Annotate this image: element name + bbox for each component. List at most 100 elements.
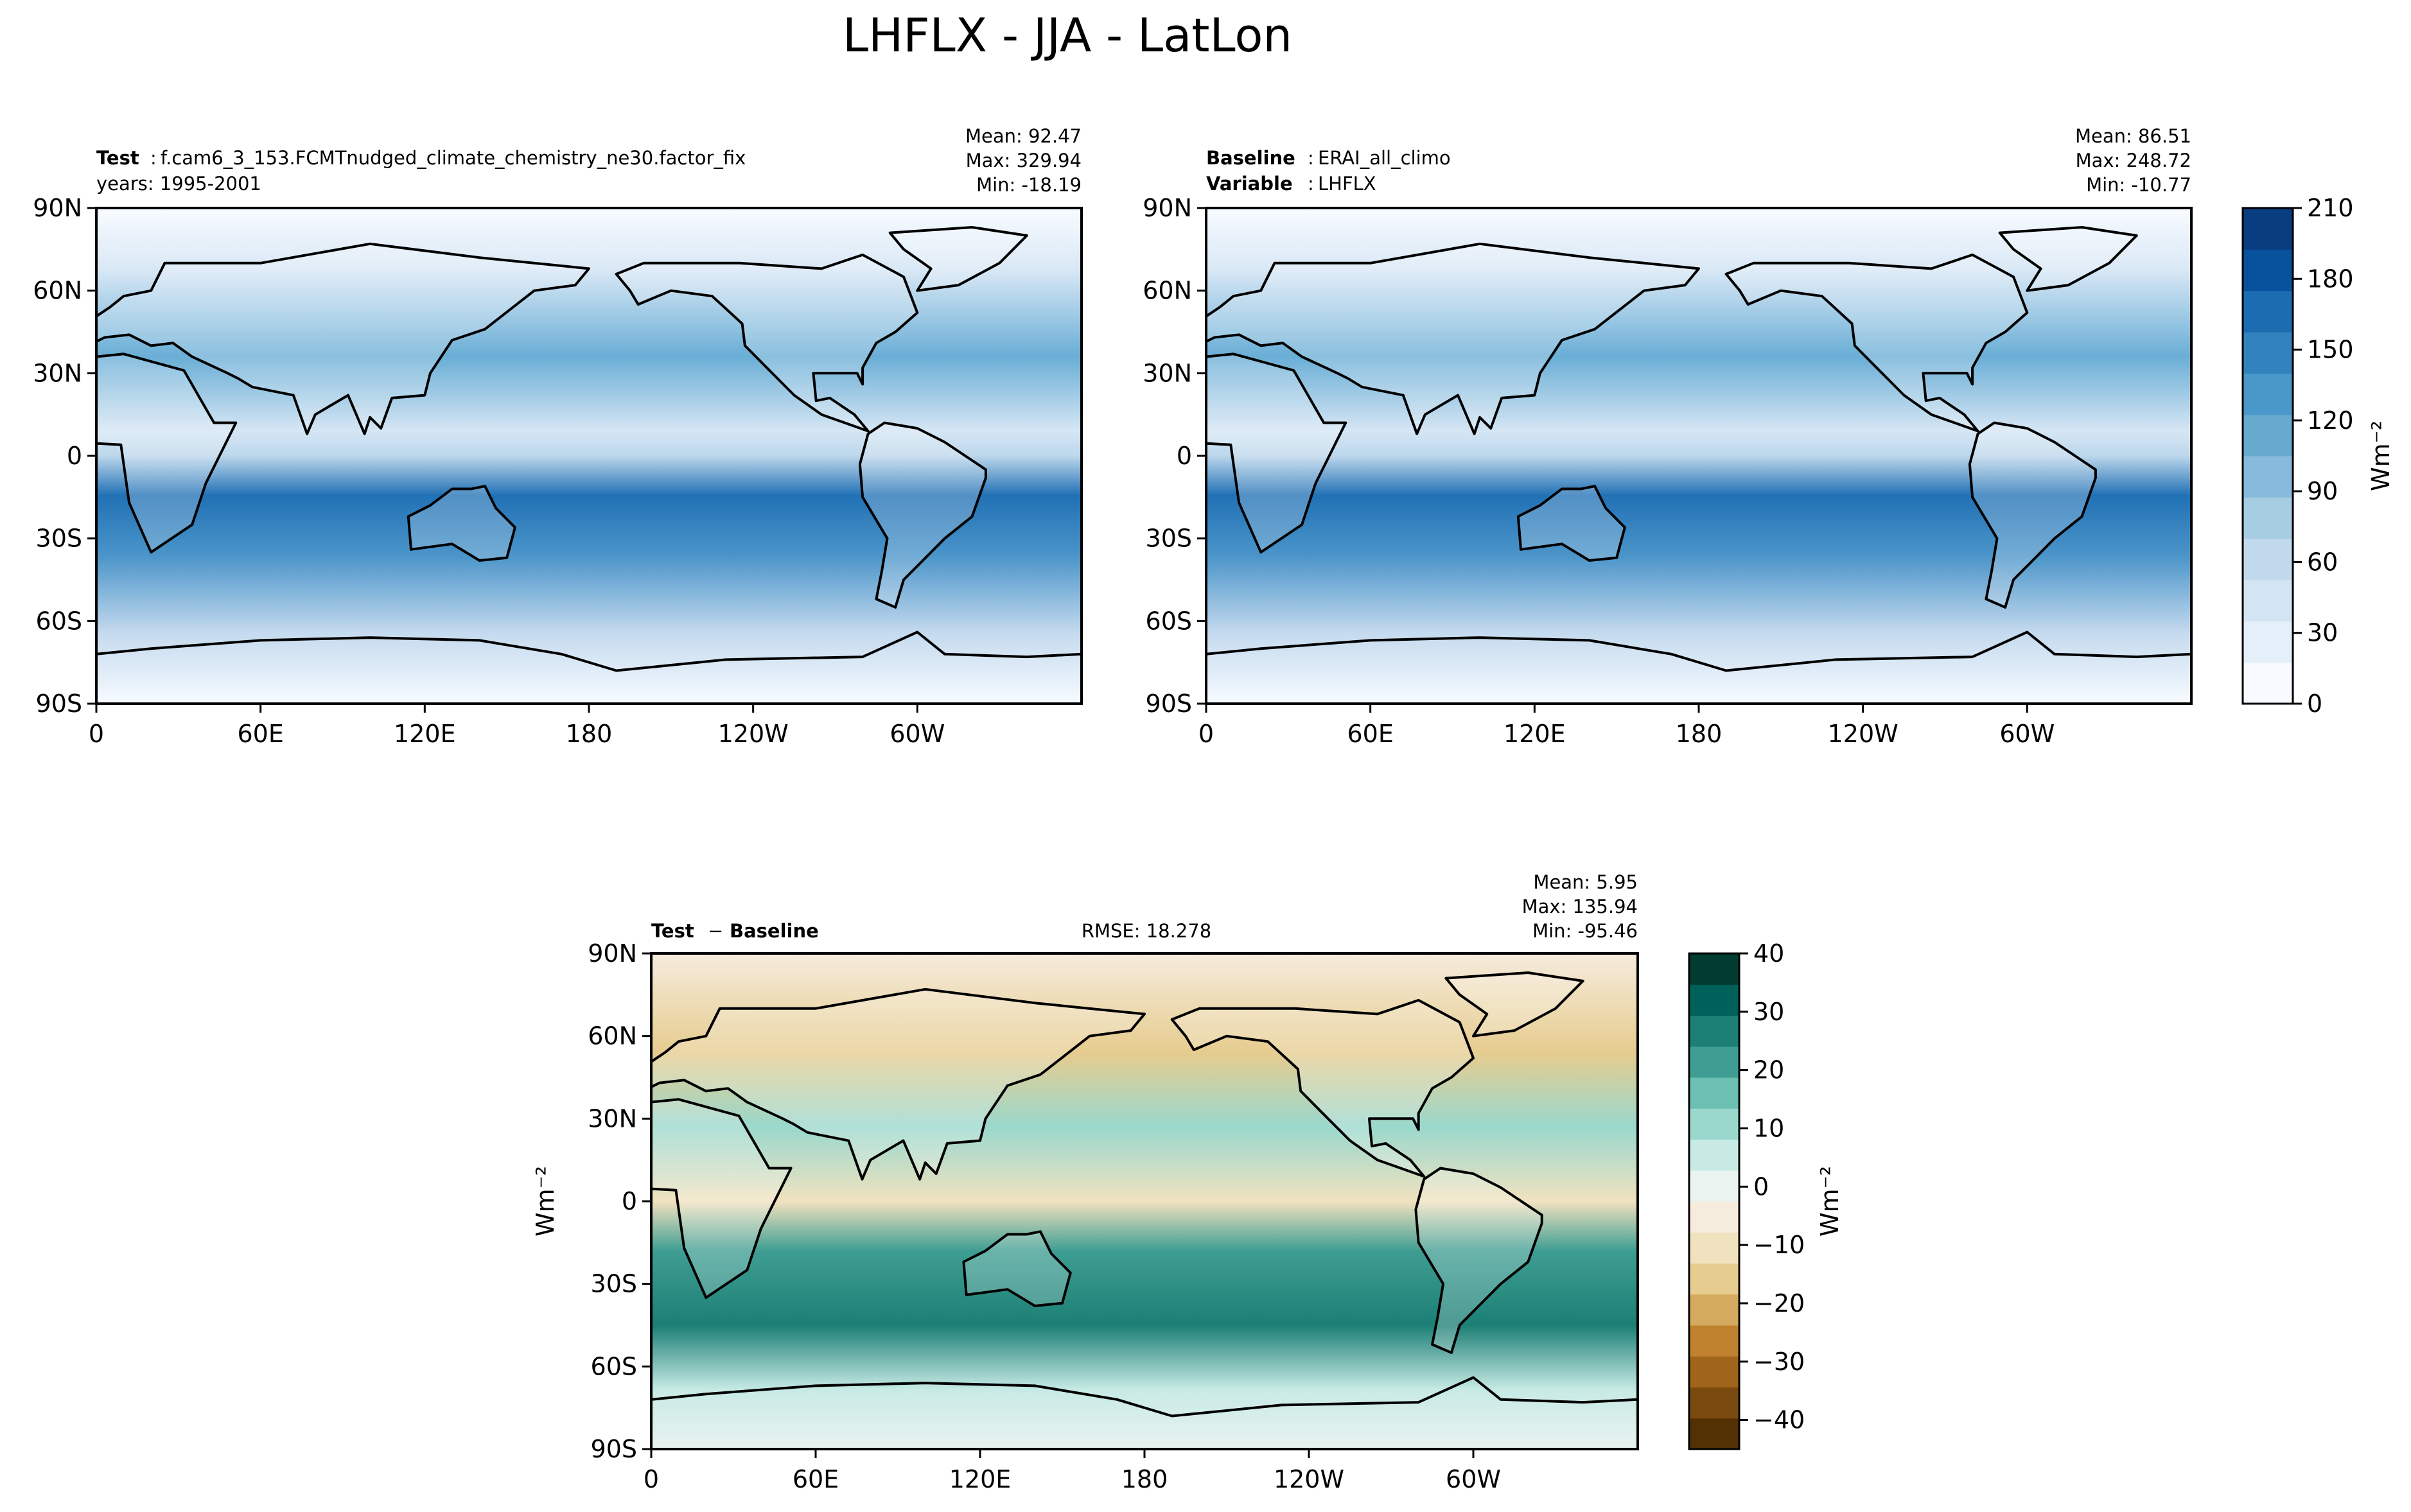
baseline-map-xtick-label: 180 (1676, 720, 1723, 748)
test-map-field (96, 208, 1082, 704)
baseline-map-xtick-label: 0 (1198, 720, 1214, 748)
diff-label-operator: − (708, 920, 723, 942)
diff-map-colorbar-segment (1689, 1232, 1739, 1264)
test-years: years: 1995-2001 (96, 173, 261, 195)
baseline-map-colorbar-tick-label: 120 (2307, 406, 2354, 435)
baseline-map-colorbar-tick-label: 90 (2307, 477, 2338, 505)
coast-greenland (888, 226, 1028, 292)
diff-map-colorbar-segment (1689, 1077, 1739, 1109)
coast-south-america (1414, 1167, 1543, 1354)
test-map-ytick-label: 0 (67, 442, 82, 470)
test-map-xtick-label: 180 (566, 720, 613, 748)
diff-mean: Mean: 5.95 (1533, 871, 1638, 893)
baseline-map-colorbar-segment (2243, 662, 2293, 704)
test-case-name: f.cam6_3_153.FCMTnudged_climate_chemistr… (161, 147, 746, 169)
test-map: 0 60E 120E 180 120W 60W 90N 60N 30N 0 30S 60S 90S (33, 194, 1083, 748)
test-min: Min: -18.19 (976, 174, 1082, 196)
figure-title: LHFLX - JJA - LatLon (843, 8, 1292, 62)
baseline-map-colorbar-frame (2241, 207, 2294, 705)
test-info: Test : f.cam6_3_153.FCMTnudged_climate_c… (96, 125, 1082, 196)
baseline-map-colorbar-segment (2243, 621, 2293, 663)
diff-map-colorbar-segment (1689, 1015, 1739, 1047)
diff-map-colorbar-segment (1689, 1108, 1739, 1140)
coast-north-america (1170, 998, 1475, 1178)
diff-map-xtick-label: 60W (1446, 1465, 1501, 1493)
coast-australia (962, 1230, 1072, 1307)
baseline-map-xtick-label: 60W (1999, 720, 2055, 748)
test-map-ytick-label: 90N (33, 194, 82, 222)
diff-map-colorbar-tick-label: −20 (1753, 1289, 1805, 1317)
diff-max: Max: 135.94 (1522, 896, 1638, 917)
test-map-xtick-label: 0 (89, 720, 104, 748)
baseline-map-colorbar-segment (2243, 580, 2293, 621)
baseline-map-colorbar-segment (2243, 538, 2293, 580)
baseline-min: Min: -10.77 (2086, 174, 2191, 196)
diff-map-colorbar-segment (1689, 984, 1739, 1016)
coast-antarctica (96, 630, 1082, 672)
diff-map-colorbar-segment (1689, 1356, 1739, 1388)
coast-africa (96, 352, 238, 554)
baseline-label-colon: : (1308, 147, 1314, 169)
baseline-map-colorbar-segment (2243, 208, 2293, 250)
test-map-xtick-label: 120E (394, 720, 456, 748)
coast-australia (1516, 485, 1626, 562)
coast-australia (407, 485, 516, 562)
coast-antarctica (651, 1376, 1638, 1418)
test-label-colon: : (150, 147, 157, 169)
test-map-xtick-label: 120W (718, 720, 789, 748)
baseline-map-colorbar-segment (2243, 373, 2293, 415)
diff-map-colorbar-frame (1688, 952, 1740, 1450)
variable-label-bold: Variable (1206, 173, 1293, 195)
baseline-map-xtick-label: 120W (1828, 720, 1898, 748)
diff-map-colorbar-segment (1689, 1046, 1739, 1078)
diff-info: Test − Baseline RMSE: 18.278 Mean: 5.95 … (651, 871, 1638, 942)
diff-map-colorbar-segment (1689, 1418, 1739, 1450)
diff-map-field (651, 953, 1638, 1449)
diff-map-colorbar-segment (1689, 1263, 1739, 1295)
coast-north-america (1724, 253, 2029, 433)
diff-map-colorbar-segment (1689, 1170, 1739, 1202)
baseline-map-colorbar-tick-label: 0 (2307, 690, 2322, 718)
diff-map-colorbar-tick-label: −10 (1753, 1231, 1805, 1259)
diff-map-colorbar-tick-label: 20 (1753, 1056, 1784, 1084)
diff-rmse: RMSE: 18.278 (1082, 920, 1211, 942)
diff-map-colorbar-segment (1689, 1387, 1739, 1419)
diff-label-baseline: Baseline (730, 920, 819, 942)
coast-south-america (858, 421, 987, 609)
baseline-map-ytick-label: 30S (1146, 525, 1192, 553)
coast-greenland (1444, 971, 1584, 1038)
diff-map-colorbar-segment (1689, 1139, 1739, 1171)
diff-map-ytick-label: 90N (588, 939, 637, 968)
test-map-xtick-label: 60W (890, 720, 945, 748)
diff-min: Min: -95.46 (1532, 920, 1638, 942)
diff-map-xtick-label: 0 (644, 1465, 659, 1493)
coast-eurasia (651, 987, 1146, 1181)
diff-map-colorbar-tick-label: 40 (1753, 939, 1784, 968)
baseline-map-colorbar-segment (2243, 414, 2293, 456)
baseline-info: Baseline : ERAI_all_climo Variable : LHF… (1206, 125, 2191, 196)
baseline-map-xtick-label: 60E (1347, 720, 1393, 748)
baseline-map-ytick-label: 0 (1177, 442, 1192, 470)
coast-africa (1206, 352, 1347, 554)
diff-map-ytick-label: 0 (622, 1187, 637, 1215)
variable-name: LHFLX (1318, 173, 1376, 195)
baseline-mean: Mean: 86.51 (2075, 125, 2191, 147)
coast-antarctica (1206, 630, 2191, 672)
baseline-map-colorbar-segment (2243, 290, 2293, 333)
test-label-bold: Test (96, 147, 139, 169)
baseline-max: Max: 248.72 (2076, 150, 2191, 171)
test-map-ytick-label: 60S (36, 607, 82, 635)
coast-africa (651, 1098, 793, 1299)
colorbars: 0 30 60 90 120 150 180 210 Wm⁻² 40 30 20 10 0 −10 −20 −3… (1688, 194, 2395, 1450)
baseline-map-colorbar-label: Wm⁻² (2367, 421, 2395, 491)
coast-north-america (615, 253, 919, 433)
baseline-map-colorbar-tick-label: 210 (2307, 194, 2354, 222)
diff-map-ylabel: Wm⁻² (531, 1166, 559, 1237)
baseline-map-colorbar-tick-label: 150 (2307, 336, 2354, 364)
coast-south-america (1968, 421, 2097, 609)
diff-map-ytick-label: 30S (591, 1270, 637, 1298)
diff-map-colorbar-segment (1689, 1294, 1739, 1326)
baseline-map-colorbar-segment (2243, 249, 2293, 291)
